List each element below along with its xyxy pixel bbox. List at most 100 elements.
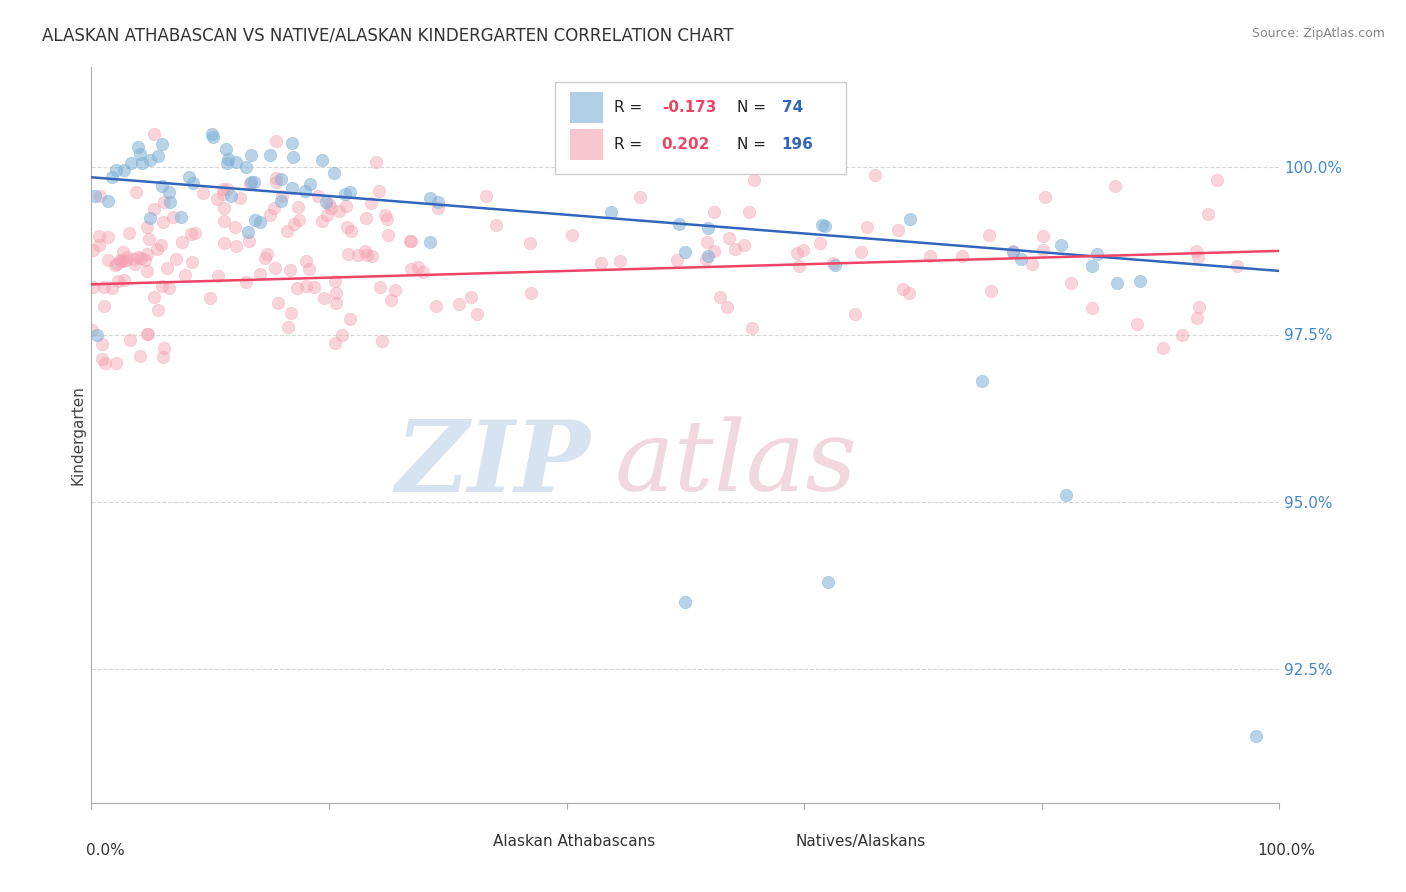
Point — [280, 306, 302, 320]
Point — [198, 292, 221, 306]
Point — [131, 251, 153, 265]
Point — [354, 211, 377, 226]
Point — [180, 227, 202, 241]
Point — [323, 274, 346, 288]
Point — [111, 245, 134, 260]
Point — [787, 260, 810, 274]
Point — [207, 268, 229, 283]
Point — [408, 260, 430, 274]
Point — [91, 336, 114, 351]
Point — [263, 201, 285, 215]
Point — [1104, 179, 1126, 194]
Point — [1032, 243, 1054, 257]
Point — [979, 285, 1001, 299]
Point — [427, 195, 450, 210]
Point — [254, 252, 277, 266]
Point — [695, 252, 717, 266]
Point — [561, 228, 583, 243]
Point — [298, 177, 321, 191]
Point — [384, 283, 406, 297]
Point — [519, 235, 541, 250]
Point — [215, 156, 238, 170]
Point — [336, 219, 359, 234]
Point — [111, 254, 134, 268]
Point — [465, 307, 488, 321]
Point — [412, 265, 434, 279]
Text: 0.0%: 0.0% — [86, 843, 125, 858]
Point — [118, 226, 141, 240]
Point — [696, 235, 718, 249]
Point — [235, 160, 257, 174]
Point — [294, 253, 316, 268]
Point — [898, 212, 921, 227]
Point — [520, 285, 543, 300]
Point — [696, 249, 718, 263]
Point — [150, 178, 173, 193]
Point — [972, 375, 994, 389]
Point — [212, 182, 235, 196]
Point — [920, 250, 942, 264]
Text: 0.202: 0.202 — [662, 136, 710, 152]
Point — [93, 299, 115, 313]
Point — [219, 189, 242, 203]
Point — [325, 286, 347, 301]
Point — [673, 244, 696, 259]
Text: 74: 74 — [782, 100, 803, 115]
Point — [94, 356, 117, 370]
Point — [150, 238, 173, 252]
Point — [339, 312, 361, 326]
Text: Natives/Alaskans: Natives/Alaskans — [796, 834, 927, 849]
Text: ALASKAN ATHABASCAN VS NATIVE/ALASKAN KINDERGARTEN CORRELATION CHART: ALASKAN ATHABASCAN VS NATIVE/ALASKAN KIN… — [42, 27, 734, 45]
Point — [898, 286, 921, 301]
Point — [215, 181, 238, 195]
Point — [1226, 259, 1249, 273]
Point — [266, 296, 288, 310]
Point — [155, 261, 177, 276]
Point — [294, 184, 316, 198]
Point — [1126, 318, 1149, 332]
Point — [152, 215, 174, 229]
Point — [270, 194, 292, 208]
Point — [114, 253, 136, 268]
Point — [321, 201, 343, 215]
Point — [370, 280, 392, 294]
Point — [311, 214, 333, 228]
Point — [131, 156, 153, 170]
Point — [224, 220, 246, 235]
Point — [786, 245, 808, 260]
Point — [887, 223, 910, 237]
Point — [143, 290, 166, 304]
Point — [823, 256, 845, 270]
Point — [339, 224, 361, 238]
Point — [129, 147, 152, 161]
Point — [101, 281, 124, 295]
Point — [264, 170, 287, 185]
Point — [628, 190, 651, 204]
Point — [184, 226, 207, 240]
Point — [112, 163, 135, 178]
FancyBboxPatch shape — [751, 828, 789, 855]
Point — [1054, 488, 1077, 502]
Point — [148, 303, 170, 318]
Point — [86, 327, 108, 342]
Point — [120, 156, 142, 170]
Point — [249, 268, 271, 282]
Point — [609, 253, 631, 268]
Point — [150, 278, 173, 293]
Point — [281, 136, 304, 151]
Point — [271, 188, 294, 202]
Point — [239, 177, 262, 191]
Text: -0.173: -0.173 — [662, 100, 716, 115]
Point — [399, 234, 422, 248]
Point — [1244, 729, 1267, 743]
Point — [460, 290, 482, 304]
Point — [112, 273, 135, 287]
Point — [124, 185, 146, 199]
Point — [375, 211, 398, 226]
Point — [312, 292, 335, 306]
Point — [419, 235, 441, 250]
Point — [808, 236, 831, 251]
Point — [152, 350, 174, 364]
Point — [177, 170, 200, 185]
Point — [741, 321, 763, 335]
